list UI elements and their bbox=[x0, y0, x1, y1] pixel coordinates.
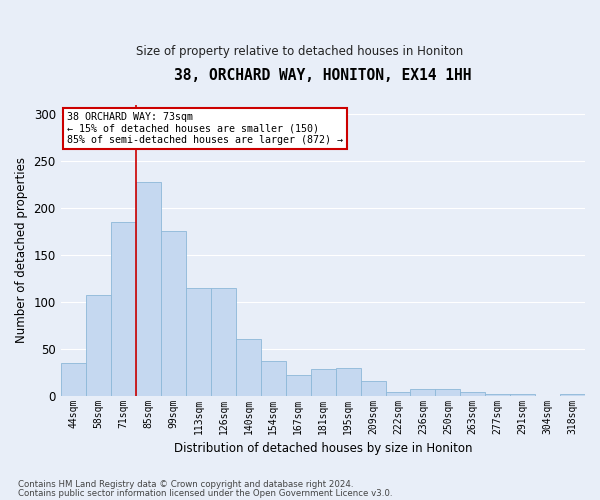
Bar bbox=[485, 394, 510, 396]
Bar bbox=[436, 389, 460, 396]
X-axis label: Distribution of detached houses by size in Honiton: Distribution of detached houses by size … bbox=[174, 442, 472, 455]
Bar bbox=[410, 389, 436, 396]
Bar bbox=[211, 288, 236, 396]
Bar bbox=[386, 392, 410, 396]
Bar bbox=[136, 182, 161, 396]
Bar bbox=[86, 295, 111, 396]
Bar bbox=[335, 368, 361, 396]
Bar bbox=[286, 375, 311, 396]
Text: Contains public sector information licensed under the Open Government Licence v3: Contains public sector information licen… bbox=[18, 488, 392, 498]
Bar bbox=[61, 363, 86, 396]
Text: 38 ORCHARD WAY: 73sqm
← 15% of detached houses are smaller (150)
85% of semi-det: 38 ORCHARD WAY: 73sqm ← 15% of detached … bbox=[67, 112, 343, 145]
Bar bbox=[560, 394, 585, 396]
Bar bbox=[261, 361, 286, 396]
Bar bbox=[510, 394, 535, 396]
Bar bbox=[186, 288, 211, 396]
Title: 38, ORCHARD WAY, HONITON, EX14 1HH: 38, ORCHARD WAY, HONITON, EX14 1HH bbox=[175, 68, 472, 82]
Bar bbox=[236, 340, 261, 396]
Y-axis label: Number of detached properties: Number of detached properties bbox=[15, 157, 28, 343]
Bar bbox=[111, 222, 136, 396]
Text: Size of property relative to detached houses in Honiton: Size of property relative to detached ho… bbox=[136, 45, 464, 58]
Bar bbox=[161, 232, 186, 396]
Bar bbox=[311, 370, 335, 396]
Text: Contains HM Land Registry data © Crown copyright and database right 2024.: Contains HM Land Registry data © Crown c… bbox=[18, 480, 353, 489]
Bar bbox=[460, 392, 485, 396]
Bar bbox=[361, 380, 386, 396]
